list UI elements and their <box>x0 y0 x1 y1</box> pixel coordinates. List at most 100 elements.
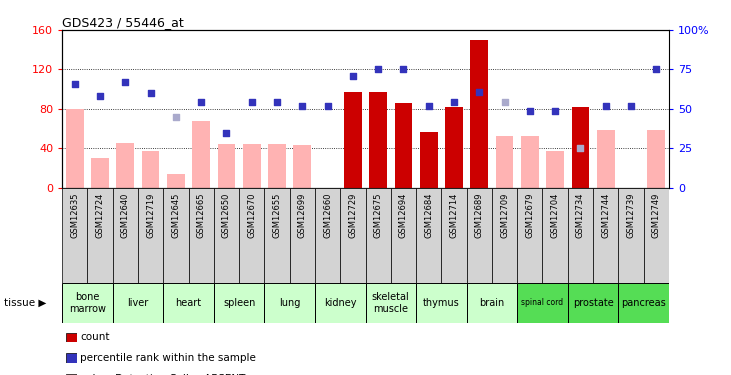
Point <box>651 66 662 72</box>
Text: GSM12749: GSM12749 <box>652 192 661 238</box>
Bar <box>163 283 213 322</box>
Text: GSM12699: GSM12699 <box>298 192 307 238</box>
Bar <box>315 188 340 283</box>
Bar <box>648 130 665 188</box>
Bar <box>420 132 438 188</box>
Text: GSM12719: GSM12719 <box>146 192 155 238</box>
Bar <box>618 188 643 283</box>
Text: lung: lung <box>279 298 300 308</box>
Bar <box>265 188 289 283</box>
Text: count: count <box>80 333 110 342</box>
Text: GSM12650: GSM12650 <box>222 192 231 238</box>
Text: GSM12694: GSM12694 <box>399 192 408 238</box>
Point <box>221 130 232 136</box>
Bar <box>116 143 135 188</box>
Bar <box>243 144 260 188</box>
Point <box>600 103 612 109</box>
Bar <box>496 136 513 188</box>
Point <box>398 66 409 72</box>
Point <box>347 73 359 79</box>
Bar <box>466 188 492 283</box>
Bar <box>265 283 315 322</box>
Text: GSM12689: GSM12689 <box>474 192 484 238</box>
Text: GSM12645: GSM12645 <box>171 192 181 238</box>
Bar <box>293 145 311 188</box>
Text: GSM12635: GSM12635 <box>70 192 79 238</box>
Point <box>372 66 384 72</box>
Text: GSM12739: GSM12739 <box>626 192 635 238</box>
Bar <box>596 130 615 188</box>
Bar <box>416 188 442 283</box>
Point <box>271 99 283 105</box>
Text: skeletal
muscle: skeletal muscle <box>372 292 409 314</box>
Point <box>549 108 561 114</box>
Bar <box>315 283 366 322</box>
Bar <box>218 144 235 188</box>
Text: GSM12744: GSM12744 <box>601 192 610 238</box>
Text: GSM12704: GSM12704 <box>550 192 560 238</box>
Bar <box>189 188 213 283</box>
Text: spinal cord: spinal cord <box>521 298 564 307</box>
Bar <box>572 107 589 188</box>
Text: spleen: spleen <box>223 298 255 308</box>
Bar <box>62 283 113 322</box>
Text: GSM12655: GSM12655 <box>273 192 281 238</box>
Text: GSM12640: GSM12640 <box>121 192 130 238</box>
Point <box>423 103 434 109</box>
Bar <box>113 283 163 322</box>
Text: percentile rank within the sample: percentile rank within the sample <box>80 353 257 363</box>
Point <box>625 103 637 109</box>
Bar <box>344 92 362 188</box>
Point <box>119 79 131 85</box>
Bar <box>113 188 138 283</box>
Point <box>170 114 182 120</box>
Text: value, Detection Call = ABSENT: value, Detection Call = ABSENT <box>80 374 246 375</box>
Bar <box>62 188 88 283</box>
Text: GSM12684: GSM12684 <box>424 192 433 238</box>
Text: prostate: prostate <box>572 298 613 308</box>
Point <box>499 99 510 105</box>
Text: kidney: kidney <box>324 298 357 308</box>
Point <box>195 99 207 105</box>
Bar <box>88 188 113 283</box>
Point <box>145 90 156 96</box>
Text: GSM12734: GSM12734 <box>576 192 585 238</box>
Bar <box>239 188 265 283</box>
Bar <box>492 188 518 283</box>
Text: GSM12724: GSM12724 <box>96 192 105 238</box>
Point <box>448 99 460 105</box>
Bar <box>518 188 542 283</box>
Bar <box>289 188 315 283</box>
Text: GDS423 / 55446_at: GDS423 / 55446_at <box>62 16 184 29</box>
Bar <box>192 121 210 188</box>
Bar <box>542 188 568 283</box>
Bar <box>366 188 391 283</box>
Point <box>297 103 308 109</box>
Point <box>322 103 333 109</box>
Bar <box>568 283 618 322</box>
Bar <box>593 188 618 283</box>
Text: liver: liver <box>127 298 148 308</box>
Point <box>246 99 257 105</box>
Bar <box>340 188 366 283</box>
Text: bone
marrow: bone marrow <box>69 292 106 314</box>
Bar <box>568 188 593 283</box>
Text: tissue ▶: tissue ▶ <box>4 298 46 308</box>
Bar <box>213 188 239 283</box>
Bar <box>138 188 163 283</box>
Point <box>94 93 106 99</box>
Bar <box>466 283 518 322</box>
Text: pancreas: pancreas <box>621 298 666 308</box>
Text: GSM12709: GSM12709 <box>500 192 509 238</box>
Bar <box>66 109 83 188</box>
Bar <box>91 158 109 188</box>
Bar <box>163 188 189 283</box>
Point <box>524 108 536 114</box>
Bar <box>142 151 159 188</box>
Bar <box>369 92 387 188</box>
Bar <box>442 188 466 283</box>
Text: GSM12679: GSM12679 <box>526 192 534 238</box>
Bar <box>213 283 265 322</box>
Text: GSM12660: GSM12660 <box>323 192 332 238</box>
Bar <box>391 188 416 283</box>
